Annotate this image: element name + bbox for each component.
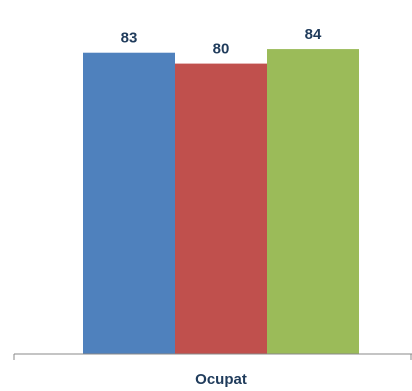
bar-series-3 xyxy=(267,49,359,355)
bars-group xyxy=(83,49,359,355)
data-label-series-1: 83 xyxy=(121,30,138,47)
bar-series-2 xyxy=(175,63,267,354)
data-label-series-3: 84 xyxy=(305,26,322,43)
data-label-series-2: 80 xyxy=(213,41,230,58)
data-labels-group: 83 80 84 xyxy=(121,26,322,58)
bar-series-1 xyxy=(83,52,175,355)
category-label: Ocupat xyxy=(195,371,247,388)
